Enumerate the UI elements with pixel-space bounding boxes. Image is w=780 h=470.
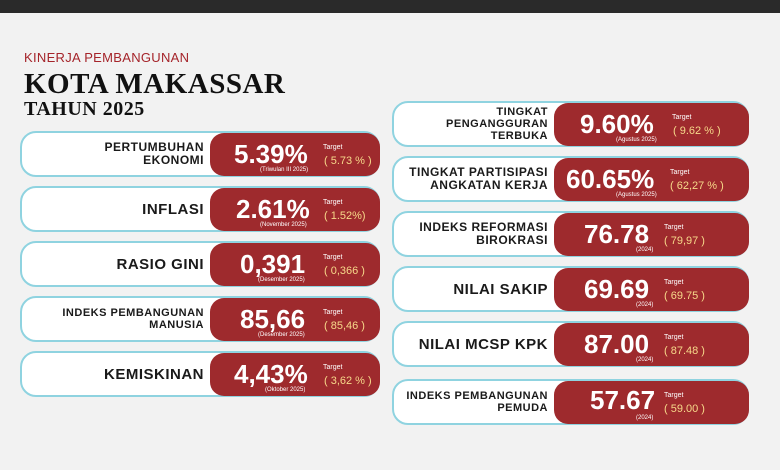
target-label: Target <box>323 199 343 206</box>
indicator-value-pill: 2.61% (November 2025) Target ( 1.52%) <box>210 188 380 231</box>
target-value: ( 59.00 ) <box>664 403 705 415</box>
indicator-card-tpt: TINGKAT PENGANGGURAN TERBUKA 9.60% (Agus… <box>392 101 749 147</box>
target-value: ( 87.48 ) <box>664 345 705 357</box>
header-subtitle: KINERJA PEMBANGUNAN <box>24 50 190 65</box>
indicator-value: 4,43% <box>234 359 308 389</box>
indicator-value-pill: 5.39% (Triwulan III 2025) Target ( 5.73 … <box>210 133 380 176</box>
indicator-value: 85,66 <box>240 304 306 334</box>
indicator-label: TINGKAT PENGANGGURAN TERBUKA <box>446 106 548 142</box>
indicator-card-kemiskinan: KEMISKINAN 4,43% (Oktober 2025) Target (… <box>20 351 380 397</box>
indicator-label: PERTUMBUHAN EKONOMI <box>104 140 204 167</box>
indicator-card-pertumbuhan-ekonomi: PERTUMBUHAN EKONOMI 5.39% (Triwulan III … <box>20 131 380 177</box>
indicator-value-pill: 85,66 (Desember 2025) Target ( 85,46 ) <box>210 298 380 341</box>
header-year: TAHUN 2025 <box>24 98 145 120</box>
indicator-label: NILAI MCSP KPK <box>418 335 548 353</box>
header: KINERJA PEMBANGUNAN KOTA MAKASSAR TAHUN … <box>24 50 285 119</box>
indicator-value: 57.67 <box>590 385 656 415</box>
target-label: Target <box>670 169 690 176</box>
header-title: KOTA MAKASSAR <box>24 68 286 100</box>
indicator-label: INDEKS PEMBANGUNAN PEMUDA <box>406 390 548 414</box>
indicator-period: (Desember 2025) <box>258 332 305 338</box>
indicator-period: (2024) <box>636 415 654 421</box>
indicator-value-pill: 87.00 (2024) Target ( 87.48 ) <box>554 323 749 366</box>
target-value: ( 79,97 ) <box>664 235 705 247</box>
indicator-period: (Oktober 2025) <box>265 387 306 393</box>
indicator-period: (2024) <box>636 357 654 363</box>
indicator-label: INDEKS PEMBANGUNAN MANUSIA <box>62 307 204 331</box>
indicator-value-pill: 9.60% (Agustus 2025) Target ( 9.62 % ) <box>554 103 749 146</box>
top-dark-bar <box>0 0 780 13</box>
indicator-value: 5.39% <box>234 139 308 169</box>
indicator-value-pill: 76.78 (2024) Target ( 79,97 ) <box>554 213 749 256</box>
target-label: Target <box>323 364 343 371</box>
indicator-period: (Agustus 2025) <box>616 137 657 143</box>
indicator-value: 76.78 <box>584 219 650 249</box>
indicator-value: 9.60% <box>580 109 654 139</box>
indicator-value-pill: 4,43% (Oktober 2025) Target ( 3,62 % ) <box>210 353 380 396</box>
indicator-card-nilai-sakip: NILAI SAKIP 69.69 (2024) Target ( 69.75 … <box>392 266 749 312</box>
indicator-period: (2024) <box>636 247 654 253</box>
indicator-card-pembangunan-pemuda: INDEKS PEMBANGUNAN PEMUDA 57.67 (2024) T… <box>392 379 749 425</box>
target-label: Target <box>664 392 684 399</box>
target-value: ( 69.75 ) <box>664 290 705 302</box>
target-label: Target <box>664 224 684 231</box>
indicator-value-pill: 69.69 (2024) Target ( 69.75 ) <box>554 268 749 311</box>
indicator-value: 69.69 <box>584 274 650 304</box>
target-label: Target <box>323 144 343 151</box>
indicator-value: 87.00 <box>584 329 650 359</box>
indicator-value-pill: 57.67 (2024) Target ( 59.00 ) <box>554 381 749 424</box>
indicator-value-pill: 60.65% (Agustus 2025) Target ( 62,27 % ) <box>554 158 749 201</box>
target-value: ( 62,27 % ) <box>670 180 724 192</box>
indicator-value-pill: 0,391 (Desember 2025) Target ( 0,366 ) <box>210 243 380 286</box>
indicator-card-rasio-gini: RASIO GINI 0,391 (Desember 2025) Target … <box>20 241 380 287</box>
indicator-card-ipm: INDEKS PEMBANGUNAN MANUSIA 85,66 (Desemb… <box>20 296 380 342</box>
target-value: ( 5.73 % ) <box>324 155 372 167</box>
target-label: Target <box>672 114 692 121</box>
indicator-value: 60.65% <box>566 164 655 194</box>
indicator-period: (2024) <box>636 302 654 308</box>
indicator-period: (Agustus 2025) <box>616 192 657 198</box>
indicator-label: INFLASI <box>142 200 204 218</box>
target-label: Target <box>323 254 343 261</box>
indicator-label: KEMISKINAN <box>103 365 204 383</box>
target-value: ( 0,366 ) <box>324 265 365 277</box>
indicator-label: INDEKS REFORMASI BIROKRASI <box>419 220 548 247</box>
target-value: ( 1.52%) <box>324 210 366 222</box>
indicator-card-inflasi: INFLASI 2.61% (November 2025) Target ( 1… <box>20 186 380 232</box>
target-value: ( 85,46 ) <box>324 320 365 332</box>
indicator-card-tpak: TINGKAT PARTISIPASI ANGKATAN KERJA 60.65… <box>392 156 749 202</box>
indicator-label: RASIO GINI <box>116 255 204 273</box>
indicator-card-reformasi-birokrasi: INDEKS REFORMASI BIROKRASI 76.78 (2024) … <box>392 211 749 257</box>
target-label: Target <box>664 334 684 341</box>
indicator-label: TINGKAT PARTISIPASI ANGKATAN KERJA <box>409 165 548 192</box>
target-value: ( 9.62 % ) <box>673 125 721 137</box>
indicator-period: (November 2025) <box>260 222 307 228</box>
indicator-value: 2.61% <box>236 194 310 224</box>
target-label: Target <box>664 279 684 286</box>
indicator-label: NILAI SAKIP <box>453 280 548 298</box>
indicator-card-nilai-mcsp-kpk: NILAI MCSP KPK 87.00 (2024) Target ( 87.… <box>392 321 749 367</box>
indicator-value: 0,391 <box>240 249 306 279</box>
target-value: ( 3,62 % ) <box>324 375 372 387</box>
target-label: Target <box>323 309 343 316</box>
indicator-period: (Desember 2025) <box>258 277 305 283</box>
indicator-period: (Triwulan III 2025) <box>260 167 309 173</box>
